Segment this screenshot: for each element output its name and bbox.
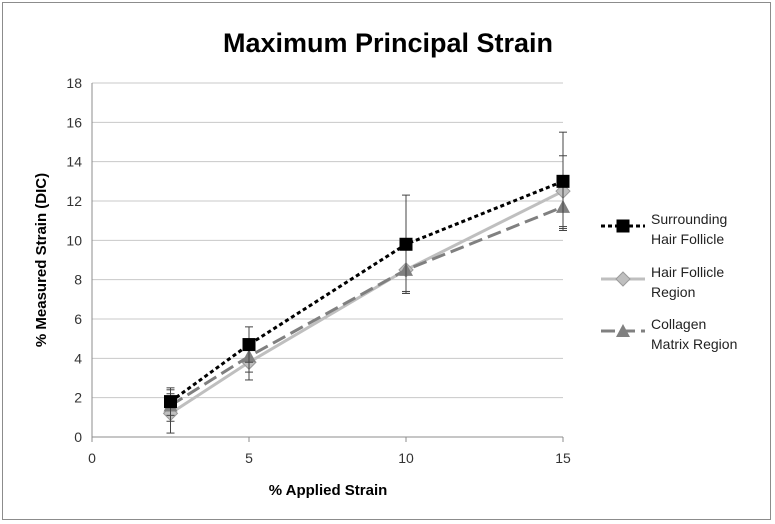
y-axis-label: % Measured Strain (DIC) — [33, 173, 50, 347]
data-point — [399, 237, 413, 251]
legend-swatch-marker — [615, 271, 631, 287]
data-point — [556, 174, 570, 188]
y-tick-label: 14 — [66, 154, 82, 170]
y-tick-label: 18 — [66, 75, 82, 91]
x-tick-label: 5 — [245, 450, 253, 466]
series-layer — [162, 131, 571, 434]
x-tick-label: 0 — [88, 450, 96, 466]
series-line — [169, 179, 564, 403]
y-tick-labels: 0 2 4 6 8 10 12 14 16 18 — [66, 75, 82, 445]
series-1 — [164, 131, 570, 416]
legend-label: Region — [651, 284, 695, 300]
series-line — [169, 205, 564, 407]
data-point — [242, 338, 256, 352]
legend-label: Surrounding — [651, 211, 727, 227]
series-2 — [162, 155, 571, 434]
legend-label: Hair Follicle — [651, 264, 724, 280]
legend-swatch-marker — [616, 219, 630, 233]
series-3 — [163, 184, 570, 422]
y-tick-label: 0 — [74, 429, 82, 445]
x-tick-label: 10 — [398, 450, 414, 466]
legend-item-2: Hair Follicle Region — [601, 264, 724, 300]
grid-lines — [92, 82, 563, 399]
legend-swatch-marker — [616, 324, 630, 337]
y-tick-label: 2 — [74, 390, 82, 406]
y-tick-label: 4 — [74, 350, 82, 366]
x-tick-labels: 0 5 10 15 — [88, 450, 571, 466]
legend-label: Hair Follicle — [651, 231, 724, 247]
legend-label: Collagen — [651, 316, 706, 332]
legend: Surrounding Hair Follicle Hair Follicle Reg… — [601, 211, 737, 352]
x-tick-label: 15 — [555, 450, 571, 466]
legend-item-1: Surrounding Hair Follicle — [601, 211, 727, 247]
series-line — [169, 189, 564, 415]
chart-title: Maximum Principal Strain — [223, 28, 553, 58]
data-point — [164, 395, 177, 409]
x-axis-label: % Applied Strain — [269, 482, 388, 499]
y-tick-label: 10 — [66, 232, 82, 248]
y-tick-label: 16 — [66, 114, 82, 130]
y-tick-label: 12 — [66, 193, 82, 209]
legend-item-3: Collagen Matrix Region — [601, 316, 737, 352]
y-tick-label: 8 — [74, 272, 82, 288]
axes — [91, 83, 564, 442]
legend-label: Matrix Region — [651, 336, 737, 352]
y-tick-label: 6 — [74, 311, 82, 327]
